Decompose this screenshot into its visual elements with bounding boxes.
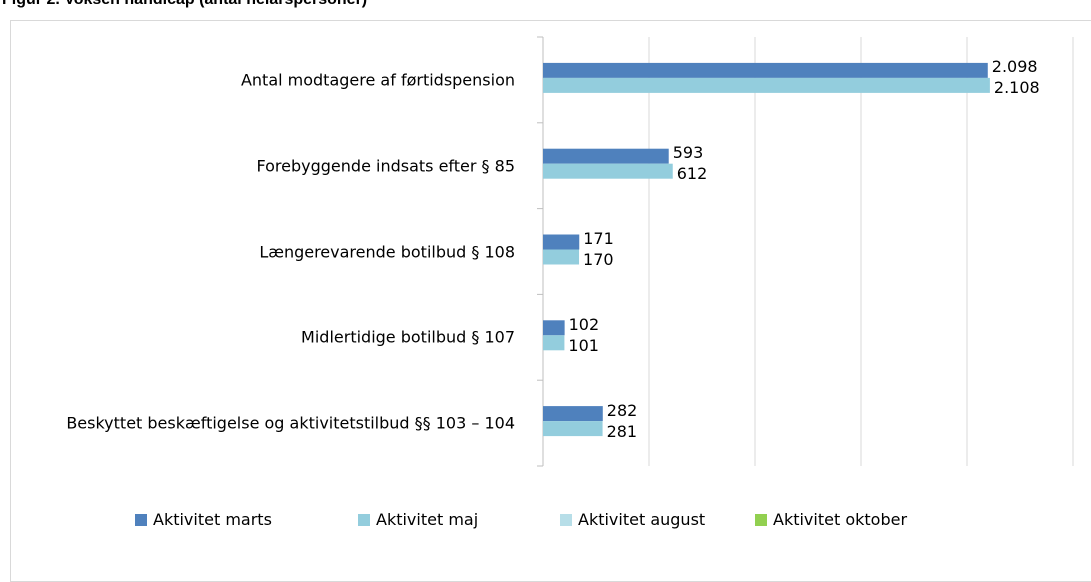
- legend-item: Aktivitet maj: [358, 510, 478, 529]
- data-label: 171: [583, 229, 614, 248]
- data-label: 2.098: [991, 57, 1038, 77]
- bar: [543, 148, 669, 164]
- data-label: 612: [676, 164, 708, 184]
- data-label: 281: [606, 421, 638, 441]
- legend-text: Aktivitet august: [578, 510, 706, 529]
- legend-swatch: [560, 513, 572, 526]
- bar: [543, 249, 580, 265]
- category-text: Midlertidige botilbud § 107: [301, 327, 515, 347]
- category-label: Forebyggende indsats efter § 85: [15, 156, 516, 176]
- bar: [543, 320, 565, 336]
- category-label: Beskyttet beskæftigelse og aktivitetstil…: [15, 414, 515, 433]
- data-label: 2.108: [993, 78, 1040, 98]
- bar: [543, 62, 988, 78]
- chart: [537, 36, 1074, 467]
- bar: [543, 406, 603, 422]
- data-label: 170: [583, 250, 614, 269]
- legend-swatch: [755, 513, 767, 526]
- data-label: 282: [606, 400, 638, 420]
- category-text: Forebyggende indsats efter § 85: [256, 156, 516, 176]
- data-label: 101: [568, 335, 599, 355]
- category-label: Længerevarende botilbud § 108: [15, 242, 515, 261]
- bar: [543, 234, 580, 250]
- data-label: 102: [568, 314, 600, 334]
- legend-item: Aktivitet marts: [135, 510, 272, 529]
- bar: [543, 335, 565, 351]
- bar: [543, 163, 673, 179]
- category-text: Beskyttet beskæftigelse og aktivitetstil…: [66, 413, 515, 433]
- legend-swatch: [358, 513, 370, 526]
- bar: [543, 77, 990, 93]
- category-text: Længerevarende botilbud § 108: [259, 242, 515, 261]
- legend-swatch: [135, 513, 147, 526]
- legend-item: Aktivitet august: [560, 510, 705, 529]
- bar: [543, 421, 603, 437]
- category-label: Midlertidige botilbud § 107: [15, 328, 515, 347]
- legend-text: Aktivitet marts: [153, 510, 272, 529]
- legend-text: Aktivitet oktober: [773, 510, 908, 529]
- data-label: 593: [672, 143, 704, 163]
- legend-text: Aktivitet maj: [376, 510, 479, 529]
- category-label: Antal modtagere af førtidspension: [15, 70, 515, 89]
- category-text: Antal modtagere af førtidspension: [240, 70, 515, 90]
- legend-item: Aktivitet oktober: [755, 510, 907, 529]
- chart-title: Figur 2. Voksen handicap (antal helårspe…: [2, 0, 367, 9]
